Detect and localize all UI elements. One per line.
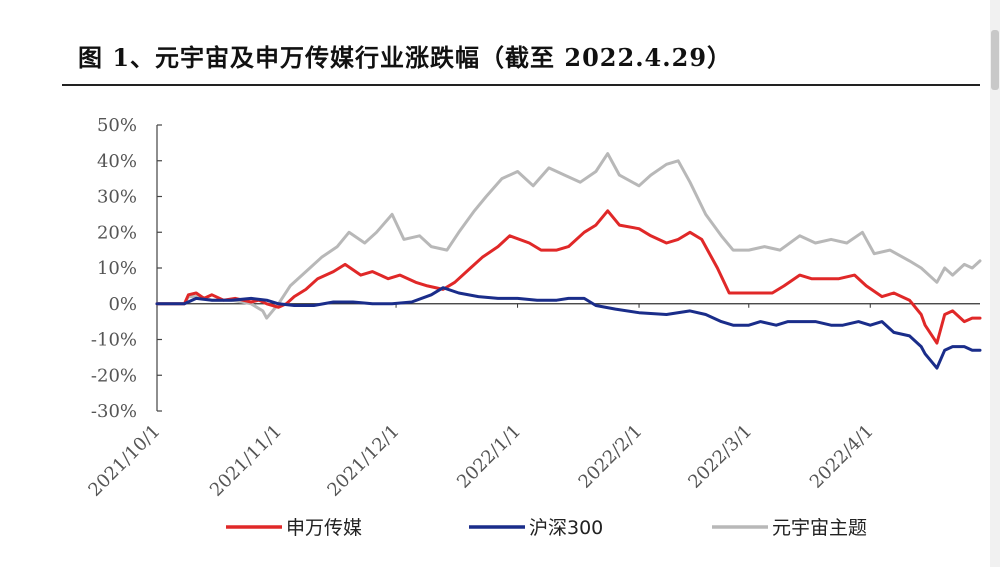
series-layer (155, 152, 982, 370)
y-tick-label: -20% (91, 365, 137, 386)
x-tick-label: 2022/2/1 (575, 421, 647, 493)
x-tick-label: 2021/12/1 (323, 421, 403, 501)
y-axis: 50% 40% 30% 20% 10% 0% -10% -20% -30% (91, 115, 162, 422)
series-line-1 (155, 286, 982, 370)
legend-label-2: 元宇宙主题 (772, 517, 867, 539)
x-tick-label: 2022/4/1 (806, 421, 878, 493)
legend: 申万传媒 沪深300 元宇宙主题 (226, 517, 867, 539)
y-tick-label: 10% (97, 258, 137, 279)
x-tick-label: 2022/3/1 (684, 421, 756, 493)
y-tick-label: 50% (97, 115, 137, 136)
series-line-2 (155, 152, 982, 320)
title-rule (62, 84, 980, 86)
y-tick-label: 30% (97, 187, 137, 208)
y-tick-label: 0% (108, 294, 137, 315)
x-tick-label: 2022/1/1 (453, 421, 525, 493)
x-tick-label: 2021/10/1 (84, 421, 164, 501)
y-tick-label: 40% (97, 151, 137, 172)
vertical-scrollbar[interactable] (990, 0, 1000, 567)
y-tick-label: -10% (91, 330, 137, 351)
y-tick-label: -30% (91, 401, 137, 422)
x-axis: 2021/10/1 2021/11/1 2021/12/1 2022/1/1 2022/… (84, 303, 980, 501)
y-tick-label: 20% (97, 222, 137, 243)
chart-title: 图 1、元宇宙及申万传媒行业涨跌幅（截至 2022.4.29） (78, 43, 733, 72)
series-line-0 (155, 209, 982, 345)
legend-label-1: 沪深300 (529, 517, 603, 539)
scrollbar-thumb[interactable] (991, 30, 999, 90)
x-tick-label: 2021/11/1 (206, 421, 286, 501)
legend-label-0: 申万传媒 (286, 517, 362, 539)
